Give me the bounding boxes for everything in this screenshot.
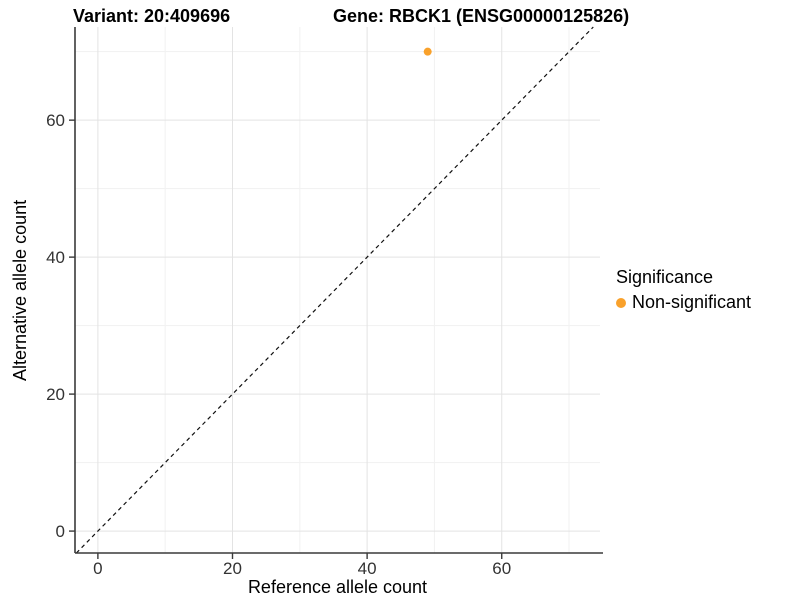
y-tick-label: 40 <box>46 248 65 267</box>
x-axis-title: Reference allele count <box>247 577 428 597</box>
x-tick-label: 40 <box>358 559 377 578</box>
legend-item: Non-significant <box>616 292 751 313</box>
plot-title-gene: Gene: RBCK1 (ENSG00000125826) <box>333 6 630 26</box>
legend-marker-circle-icon <box>616 297 626 308</box>
data-point <box>423 47 432 56</box>
y-tick-label: 0 <box>56 522 65 541</box>
y-tick-label: 60 <box>46 111 65 130</box>
identity-reference-line <box>75 26 594 554</box>
x-tick-label: 60 <box>492 559 511 578</box>
y-tick-label: 20 <box>46 385 65 404</box>
y-axis-title: Alternative allele count <box>10 199 30 381</box>
x-tick-label: 0 <box>93 559 102 578</box>
legend-title: Significance <box>616 267 714 287</box>
x-tick-label: 20 <box>223 559 242 578</box>
legend-item-label: Non-significant <box>632 292 752 312</box>
plot-title-variant: Variant: 20:409696 <box>73 6 231 26</box>
legend: Significance Non-significant <box>616 267 751 313</box>
